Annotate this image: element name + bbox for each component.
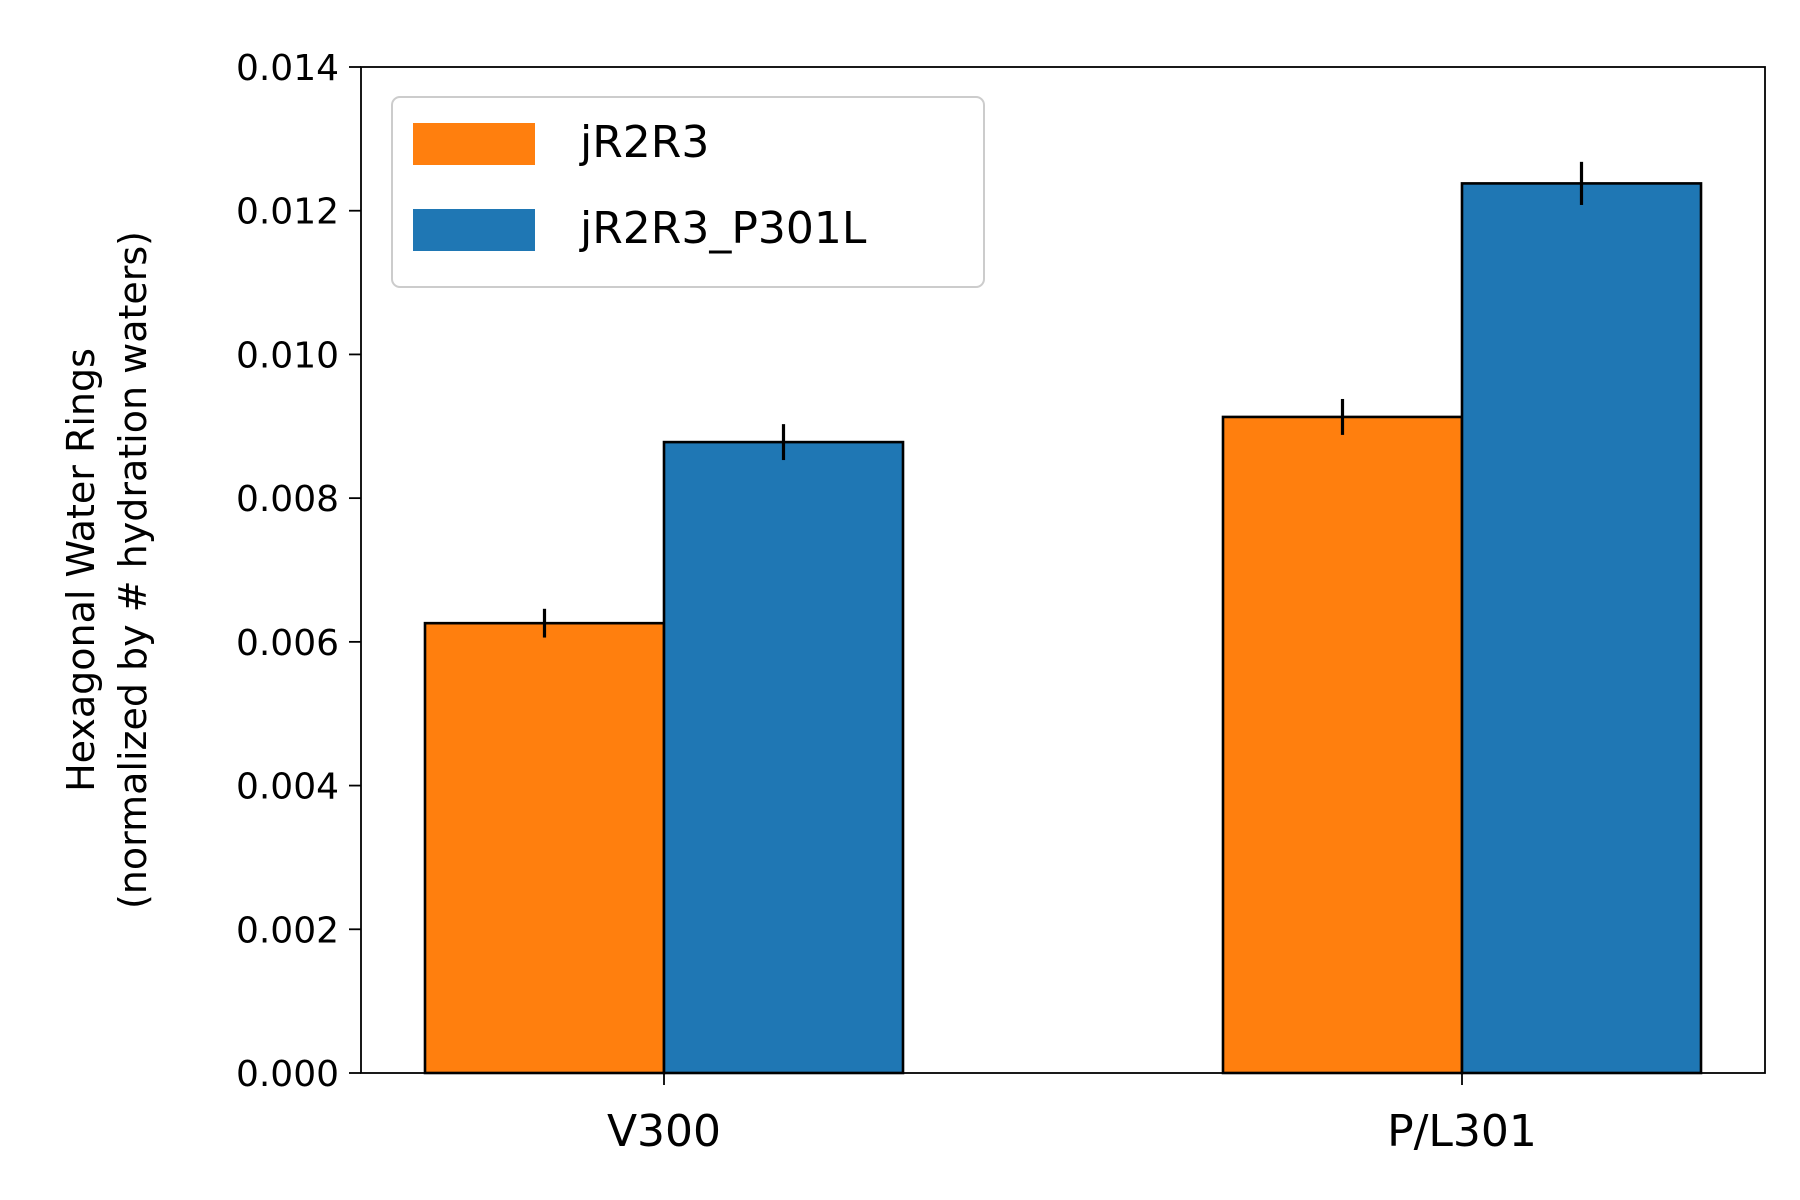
y-tick-label: 0.012	[236, 192, 339, 233]
y-tick-label: 0.002	[236, 910, 339, 951]
legend-label: jR2R3_P301L	[579, 203, 867, 254]
bars-layer	[423, 182, 1703, 1075]
error-bars-layer	[542, 161, 1584, 638]
plot-frame	[360, 66, 1766, 1074]
x-axis: V300 P/L301	[607, 1073, 1537, 1157]
legend-label: jR2R3	[579, 117, 709, 168]
legend: jR2R3 jR2R3_P301L	[391, 96, 985, 288]
legend-box	[391, 96, 985, 288]
legend-swatch	[413, 123, 535, 165]
y-tick-label: 0.004	[236, 767, 339, 808]
y-axis-label-line: Hexagonal Water Rings	[59, 348, 103, 792]
bar-jr2r3-0	[423, 621, 666, 1075]
y-axis: 0.000 0.002 0.004 0.006 0.008 0.010 0.012 0.014	[236, 48, 361, 1095]
bar-jr2r3-p301l-1	[1460, 182, 1703, 1075]
x-tick-label: P/L301	[1387, 1106, 1537, 1157]
y-axis-label: Hexagonal Water Rings (normalized by # hy…	[59, 231, 155, 909]
bar-jr2r3-p301l-0	[662, 440, 905, 1075]
y-axis-label-line: (normalized by # hydration waters)	[111, 231, 155, 909]
y-tick-label: 0.006	[236, 623, 339, 664]
y-tick-label: 0.014	[236, 48, 339, 89]
y-tick-label: 0.000	[236, 1054, 339, 1095]
bar-jr2r3-1	[1221, 415, 1464, 1075]
y-tick-label: 0.008	[236, 479, 339, 520]
y-tick-label: 0.010	[236, 335, 339, 376]
x-tick-label: V300	[607, 1106, 721, 1157]
legend-swatch	[413, 209, 535, 251]
